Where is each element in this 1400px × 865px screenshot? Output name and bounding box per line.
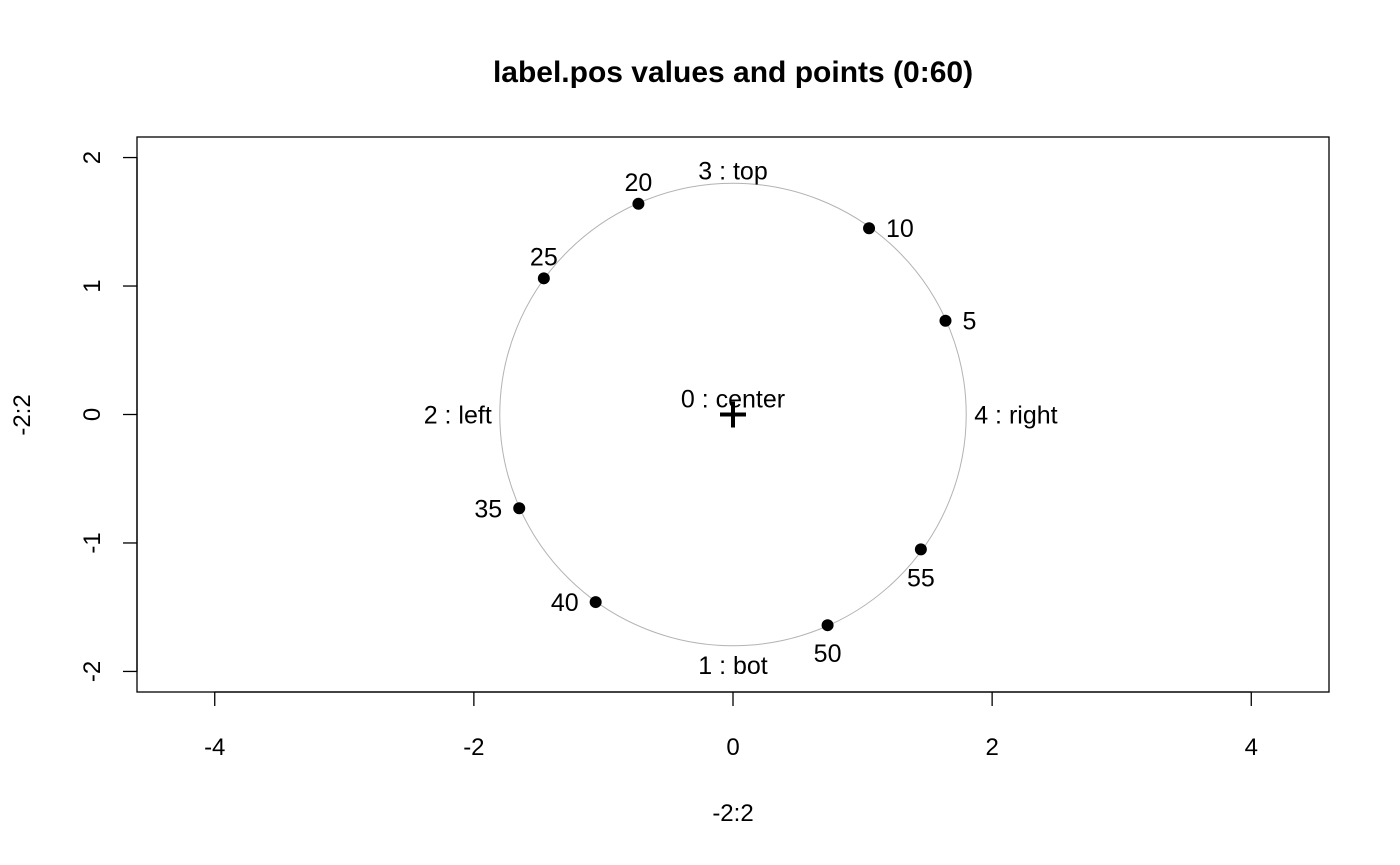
y-tick-label: 0	[79, 408, 106, 421]
position-annotation: 4 : right	[974, 402, 1057, 430]
x-tick-label: -4	[204, 734, 225, 761]
point-label: 35	[474, 495, 502, 523]
x-axis-title: -2:2	[712, 800, 753, 827]
data-point	[939, 314, 952, 327]
chart-title: label.pos values and points (0:60)	[493, 56, 973, 89]
x-tick-label: 0	[726, 734, 739, 761]
data-point	[589, 596, 602, 609]
data-point	[863, 222, 876, 235]
x-tick-label: -2	[463, 734, 484, 761]
data-point	[537, 272, 550, 285]
data-point	[632, 197, 645, 210]
point-label: 10	[886, 215, 914, 243]
x-tick-label: 2	[985, 734, 998, 761]
y-tick-label: 1	[79, 279, 106, 292]
chart-marks: 0 : center 1 : bot 2 : left 3 : top 4 : righ…	[424, 157, 1058, 680]
x-tick-label: 4	[1245, 734, 1258, 761]
point-label: 5	[962, 308, 976, 336]
y-tick-label: 2	[79, 151, 106, 164]
y-axis-title: -2:2	[9, 394, 36, 435]
data-point	[821, 619, 834, 632]
position-annotation: 1 : bot	[698, 652, 768, 680]
reference-circle	[499, 182, 967, 647]
position-annotation: 3 : top	[698, 157, 768, 185]
y-tick-label: -1	[79, 532, 106, 553]
point-label: 25	[530, 243, 558, 271]
position-annotation: 2 : left	[424, 402, 492, 430]
data-point	[914, 543, 927, 556]
point-label: 50	[814, 640, 842, 668]
point-label: 55	[907, 564, 935, 592]
center-plus-marker	[720, 401, 746, 428]
point-label: 40	[551, 589, 579, 617]
axes: -4 -2 0 2 4 -2 -1 0 1 2	[79, 151, 1258, 761]
point-label: 20	[625, 169, 653, 197]
position-annotation: 0 : center	[681, 386, 785, 414]
data-point	[513, 502, 526, 515]
y-tick-label: -2	[79, 661, 106, 682]
